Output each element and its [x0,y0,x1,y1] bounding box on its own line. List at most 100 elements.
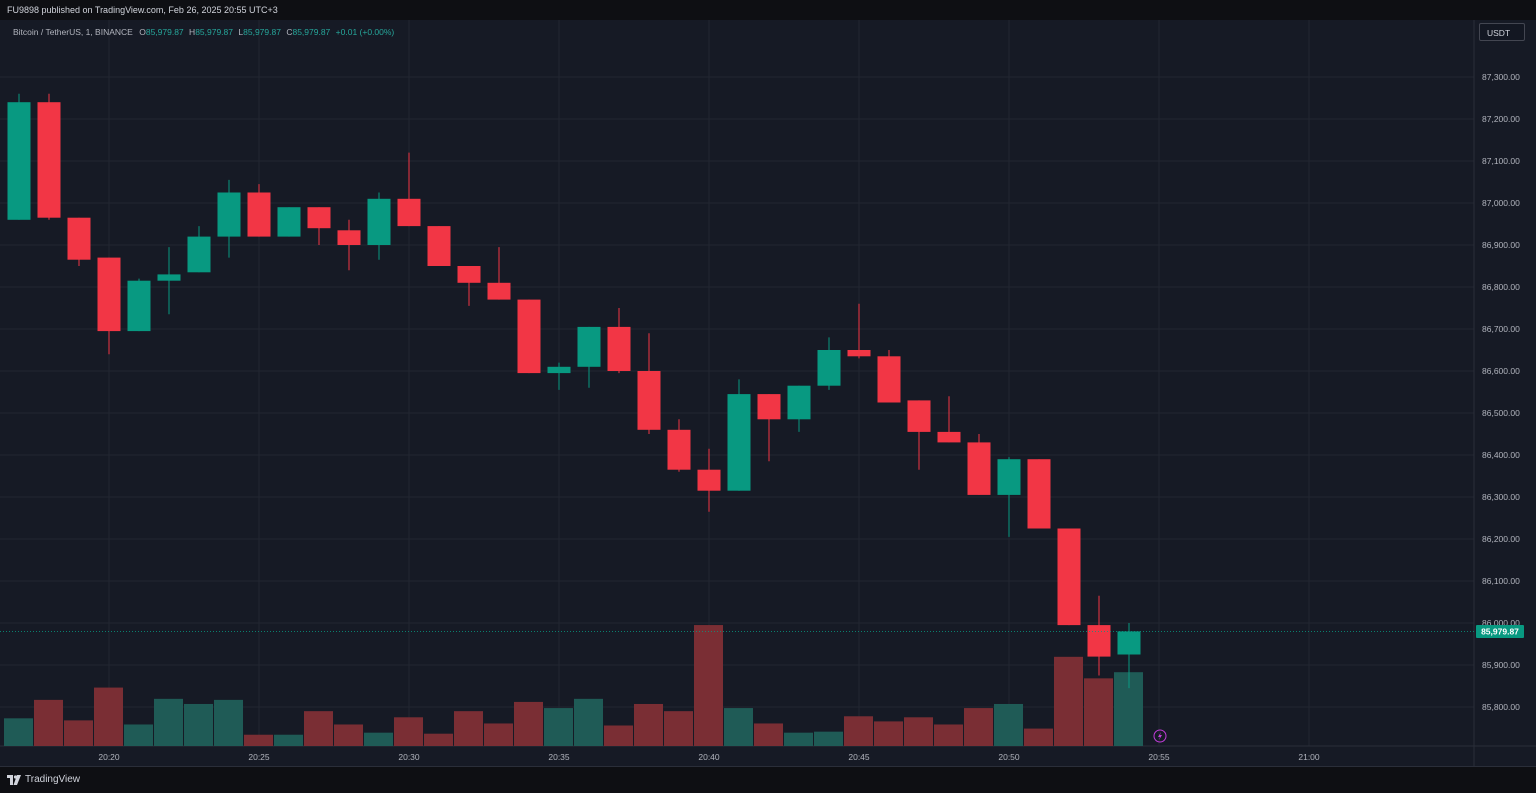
candle-body [577,326,601,367]
candle-body [37,102,61,218]
price-label: 86,700.00 [1482,324,1520,334]
candles [7,93,1141,689]
published-info: FU9898 published on TradingView.com, Feb… [7,5,278,15]
low-label: L [238,27,244,37]
price-label: 87,200.00 [1482,114,1520,124]
time-label: 20:25 [248,752,270,762]
volume-bar [544,708,573,746]
change-value: +0.01 (+0.00%) [335,27,395,37]
brand-name: TradingView [25,774,81,785]
volume-bar [664,711,693,746]
close-value: 85,979.87 [292,27,331,37]
volume-bar [934,724,963,746]
volume-bar [904,717,933,746]
candle-body [337,230,361,245]
time-label: 20:20 [98,752,120,762]
volume-bar [514,701,543,746]
price-label: 85,800.00 [1482,702,1520,712]
volume-bar [964,708,993,746]
volume-bar [214,699,243,746]
price-label: 87,000.00 [1482,198,1520,208]
price-label: 86,500.00 [1482,408,1520,418]
candle-body [607,326,631,371]
volume-bar [604,725,633,746]
volume-bar [574,698,603,746]
candle-body [1057,528,1081,626]
last-price-tag [1476,624,1524,638]
volume-bar [484,723,513,746]
candle-body [817,350,841,386]
candle-body [127,280,151,332]
candle-body [247,192,271,237]
candle-body [847,350,871,357]
tradingview-brand[interactable]: TradingView [7,774,80,785]
volume-bar [814,731,843,746]
price-label: 86,900.00 [1482,240,1520,250]
volume-bars [4,625,1143,746]
symbol-title[interactable]: Bitcoin / TetherUS, 1, BINANCE [13,27,133,37]
volume-bar [754,723,783,746]
candle-body [487,282,511,300]
chart-extras: 85,979.87 [0,624,1524,743]
candle-body [7,102,31,220]
volume-bar [1084,678,1113,746]
candlestick-chart[interactable]: 87,300.00 87,200.00 87,100.00 87,000.00 86,9… [0,20,1536,766]
volume-bar [424,733,453,746]
volume-bar [4,718,33,746]
candle-body [517,299,541,374]
volume-bar [694,625,723,746]
volume-bar [784,732,813,746]
candle-body [67,217,91,260]
volume-bar [94,687,123,746]
candle-body [637,371,661,430]
candle-body [787,385,811,420]
candle-body [97,257,121,332]
candle-body [457,266,481,283]
volume-bar [1054,656,1083,746]
volume-bar [364,732,393,746]
volume-bar [394,717,423,746]
price-label: 86,800.00 [1482,282,1520,292]
volume-bar [64,720,93,746]
time-axis: 20:20 20:25 20:30 20:35 20:40 20:45 20:50 20:55… [98,752,1320,762]
candle-body [727,394,751,491]
chart-area[interactable]: 87,300.00 87,200.00 87,100.00 87,000.00 86,9… [0,20,1536,766]
candle-body [757,394,781,420]
time-label: 20:40 [698,752,720,762]
close-label: C [286,27,293,37]
candle-body [427,226,451,266]
candle-body [967,442,991,495]
volume-bar [124,724,153,746]
grid [0,20,1536,766]
volume-bar [724,708,753,746]
volume-bar [634,703,663,746]
volume-bar [34,699,63,746]
candle-body [877,356,901,403]
high-value: 85,979.87 [195,27,234,37]
currency-button[interactable]: USDT [1479,23,1525,41]
candle-body [277,207,301,237]
volume-bar [874,721,903,746]
tradingview-logo-icon [7,774,21,785]
volume-bar [454,711,483,746]
open-label: O [139,27,146,37]
candle-body [217,192,241,237]
price-label: 86,300.00 [1482,492,1520,502]
time-label: 20:30 [398,752,420,762]
candle-body [397,198,421,227]
candle-body [1027,459,1051,529]
candle-body [907,400,931,432]
footer: TradingView [0,766,1536,793]
top-bar: FU9898 published on TradingView.com, Feb… [0,0,1536,21]
candle-body [667,429,691,470]
last-price-label: 85,979.87 [1481,626,1519,636]
candle-body [997,459,1021,495]
time-label: 20:35 [548,752,570,762]
volume-bar [244,734,273,746]
time-label: 20:55 [1148,752,1170,762]
time-label: 20:45 [848,752,870,762]
lightning-glyph [1158,732,1162,740]
price-label: 86,000.00 [1482,618,1520,628]
chart-legend: Bitcoin / TetherUS, 1, BINANCE O 85,979.8… [13,27,394,37]
low-value: 85,979.87 [243,27,281,37]
